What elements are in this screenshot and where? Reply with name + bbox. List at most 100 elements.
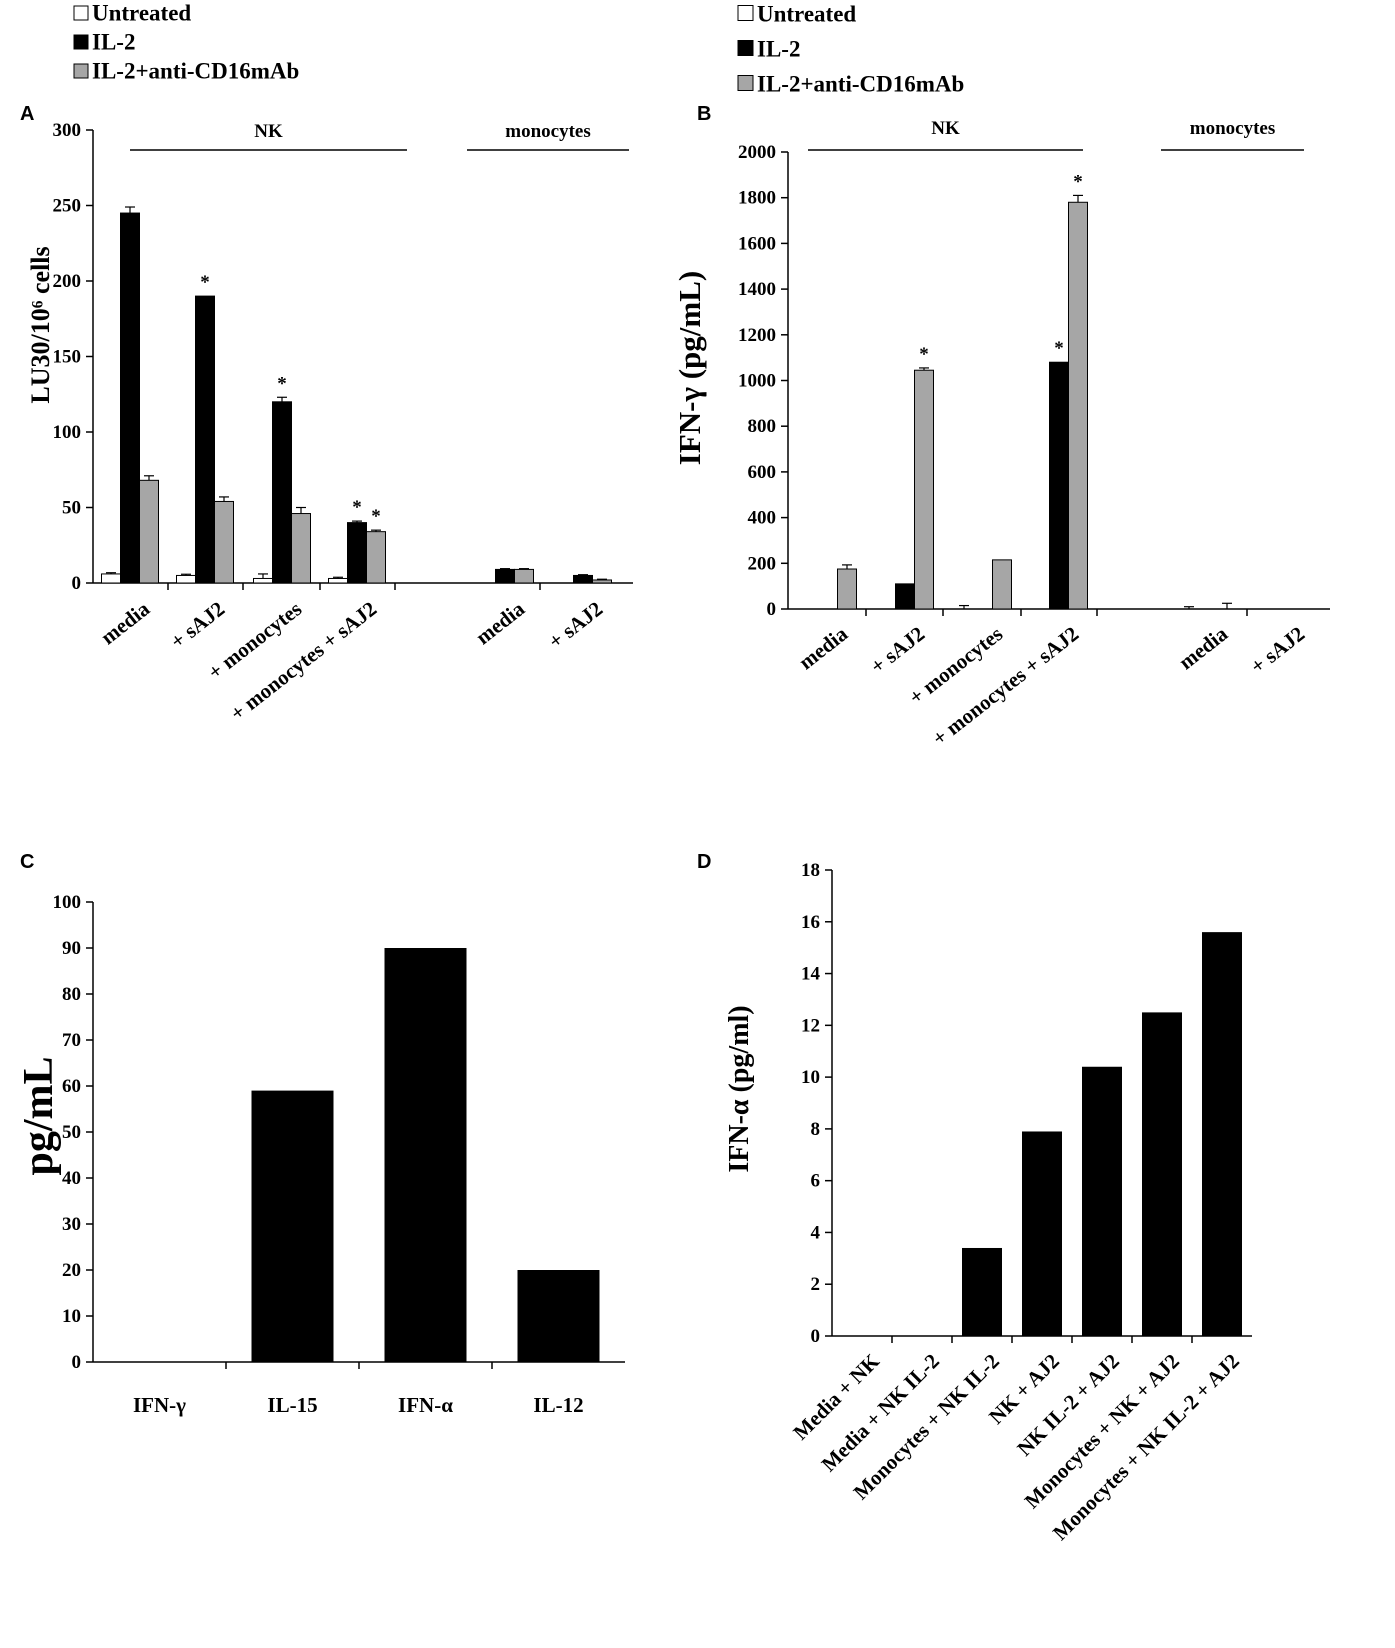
y-axis-title-D: IFN-α (pg/ml) [724, 1005, 755, 1172]
y-tick-label-D: 6 [811, 1171, 821, 1192]
y-tick-label-B: 800 [748, 416, 777, 437]
bar-A-il-2 [347, 522, 367, 584]
y-tick-label-D: 4 [811, 1222, 821, 1243]
legend-swatch-A [73, 63, 89, 79]
group-label-B: monocytes [1190, 118, 1275, 139]
bar-A-il-2-anti-cd16mab [514, 568, 534, 584]
significance-star-A: * [352, 497, 362, 518]
y-tick-label-B: 1000 [738, 371, 776, 392]
legend-label-A: Untreated [92, 0, 191, 25]
legend-label-B: Untreated [757, 1, 856, 26]
bar-A-il-2 [272, 401, 292, 584]
legend-swatch-B [737, 40, 754, 56]
bar-B-il-2-anti-cd16mab [914, 369, 934, 610]
bar-D [1142, 1012, 1182, 1336]
y-tick-label-A: 50 [62, 498, 81, 519]
y-tick-label-C: 60 [62, 1076, 81, 1097]
y-tick-label-B: 1600 [738, 233, 776, 254]
y-tick-label-A: 250 [53, 196, 82, 217]
bar-A-untreated [101, 573, 121, 584]
bar-B-il-2 [895, 583, 915, 610]
legend-label-A: IL-2 [92, 29, 135, 54]
legend-label-A: IL-2+anti-CD16mAb [92, 58, 299, 83]
y-tick-label-B: 1400 [738, 279, 776, 300]
category-label-C: IFN-γ [133, 1393, 186, 1417]
y-tick-label-C: 100 [53, 892, 82, 913]
bar-D [962, 1247, 1002, 1336]
category-label-C: IL-12 [533, 1393, 583, 1417]
legend-label-B: IL-2+anti-CD16mAb [757, 71, 964, 96]
y-axis-title-B: IFN-γ (pg/mL) [672, 271, 707, 465]
y-tick-label-C: 70 [62, 1030, 81, 1051]
y-tick-label-C: 80 [62, 984, 81, 1005]
significance-star-B: * [1054, 338, 1064, 359]
bar-C [384, 948, 467, 1362]
legend-swatch-B [737, 75, 754, 91]
y-tick-label-A: 300 [53, 120, 82, 141]
significance-star-B: * [919, 344, 929, 365]
significance-star-B: * [1073, 171, 1083, 192]
panel-letter-D: D [697, 851, 711, 873]
panel-letter-C: C [20, 851, 34, 873]
bar-A-il-2-anti-cd16mab [592, 579, 612, 584]
y-tick-label-B: 2000 [738, 142, 776, 163]
y-tick-label-D: 0 [811, 1326, 821, 1347]
legend-swatch-B [737, 5, 754, 21]
y-tick-label-B: 600 [748, 462, 777, 483]
bar-A-il-2 [120, 212, 140, 584]
y-tick-label-B: 1200 [738, 325, 776, 346]
significance-star-A: * [277, 373, 287, 394]
y-axis-title-C: pg/mL [16, 1056, 62, 1175]
group-label-A: NK [254, 121, 283, 142]
y-tick-label-C: 40 [62, 1168, 81, 1189]
legend-swatch-A [73, 34, 89, 50]
bar-D [1082, 1066, 1122, 1336]
y-tick-label-B: 400 [748, 508, 777, 529]
y-tick-label-D: 18 [801, 860, 820, 881]
y-axis-title-A: LU30/10⁶ cells [26, 246, 55, 403]
y-tick-label-C: 90 [62, 938, 81, 959]
bar-A-il-2-anti-cd16mab [214, 500, 234, 584]
legend-label-B: IL-2 [757, 36, 800, 61]
y-tick-label-A: 200 [53, 271, 82, 292]
bar-D [1202, 932, 1242, 1336]
significance-star-A: * [371, 506, 381, 527]
panel-letter-B: B [697, 103, 711, 125]
bar-A-il-2-anti-cd16mab [291, 513, 311, 584]
bar-A-il-2 [495, 568, 515, 584]
panel-letter-A: A [20, 103, 34, 125]
y-tick-label-D: 14 [801, 964, 821, 985]
bar-A-il-2-anti-cd16mab [139, 479, 159, 584]
category-label-C: IL-15 [267, 1393, 317, 1417]
bar-A-il-2 [195, 295, 215, 584]
bar-B-il-2 [1049, 361, 1069, 610]
y-tick-label-D: 10 [801, 1067, 820, 1088]
y-tick-label-D: 16 [801, 912, 820, 933]
bar-B-il-2-anti-cd16mab [837, 568, 857, 610]
significance-star-A: * [200, 272, 210, 293]
bar-B-il-2-anti-cd16mab [992, 559, 1012, 610]
bar-A-untreated [176, 574, 196, 584]
y-tick-label-D: 2 [811, 1274, 821, 1295]
y-tick-label-A: 0 [72, 573, 82, 594]
bar-A-il-2-anti-cd16mab [366, 531, 386, 584]
bar-A-untreated [253, 577, 273, 584]
bar-B-il-2-anti-cd16mab [1068, 201, 1088, 610]
group-label-A: monocytes [505, 121, 590, 142]
y-tick-label-C: 20 [62, 1260, 81, 1281]
y-tick-label-B: 200 [748, 553, 777, 574]
bar-C [517, 1270, 600, 1362]
y-tick-label-C: 10 [62, 1306, 81, 1327]
y-tick-label-A: 150 [53, 347, 82, 368]
legend-swatch-A [73, 5, 89, 21]
y-tick-label-B: 1800 [738, 188, 776, 209]
y-tick-label-D: 8 [811, 1119, 821, 1140]
y-tick-label-D: 12 [801, 1015, 820, 1036]
y-tick-label-C: 30 [62, 1214, 81, 1235]
bar-D [1022, 1131, 1062, 1336]
y-tick-label-C: 50 [62, 1122, 81, 1143]
bar-A-untreated [328, 577, 348, 584]
category-label-C: IFN-α [398, 1393, 453, 1417]
